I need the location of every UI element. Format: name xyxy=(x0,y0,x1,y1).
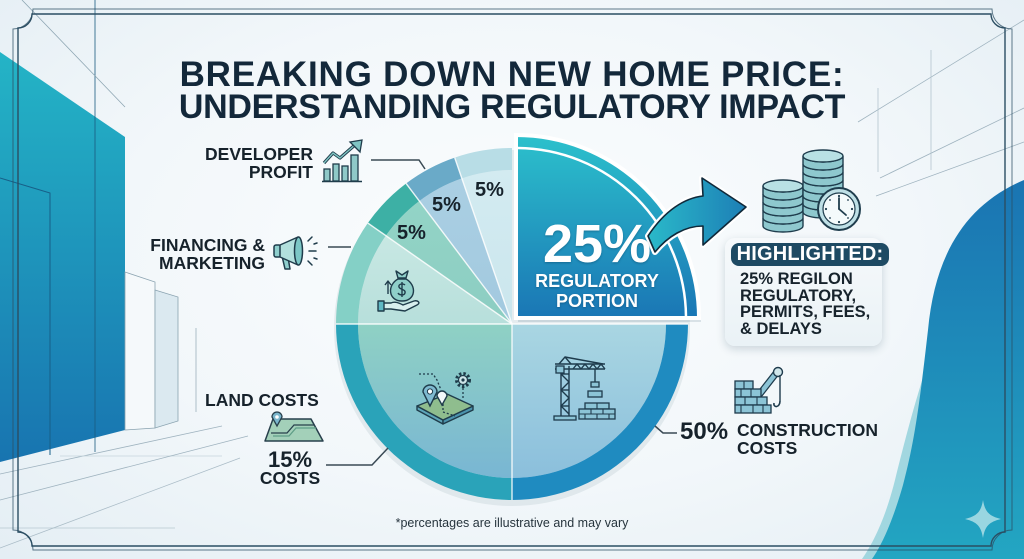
footnote: *percentages are illustrative and may va… xyxy=(395,516,629,530)
brick-wall-crane-icon xyxy=(734,366,784,414)
pie-slice-5-slice-4 xyxy=(385,201,512,324)
pie-divider xyxy=(405,183,513,325)
regulatory-percent: 25% xyxy=(542,214,652,274)
highlight-line-2: REGULATORY, xyxy=(740,286,857,305)
construction-costs-line-1: CONSTRUCTION xyxy=(737,420,878,440)
developer-profit-label: DEVELOPER PROFIT xyxy=(205,145,313,181)
left-building-decor xyxy=(0,0,249,549)
leader-line-land-costs xyxy=(326,447,389,466)
pie-slice-developer-profit-5 xyxy=(419,178,512,324)
regulatory-line-1: REGULATORY xyxy=(535,271,659,291)
construction-costs-percent: 50% xyxy=(680,418,729,445)
pie-slice-label-teal: 5% xyxy=(397,222,426,244)
decorative-frame xyxy=(12,8,1013,551)
curved-arrow-icon xyxy=(645,175,749,255)
highlight-line-1: 25% REGILON xyxy=(740,270,853,288)
megaphone-icon xyxy=(273,236,318,270)
financing-marketing-line-2: MARKETING xyxy=(159,253,265,273)
pie-divider xyxy=(454,157,513,325)
pie-ring-5-slice-6 xyxy=(454,148,512,179)
developer-profit-line-1: DEVELOPER xyxy=(205,144,313,164)
financing-marketing-label: FINANCING & MARKETING xyxy=(150,236,265,272)
map-icon xyxy=(264,411,324,442)
sparkle-icon xyxy=(965,500,1001,538)
pie-slice-label-developer-profit: 5% xyxy=(432,194,461,216)
highlight-line-3: PERMITS, FEES, xyxy=(740,303,871,322)
regulatory-portion-label: 25% REGULATORY PORTION xyxy=(497,217,697,311)
construction-costs-line-2: COSTS xyxy=(737,438,798,458)
right-wave-decor xyxy=(857,19,1024,559)
pie-ring-developer-profit-5 xyxy=(406,157,462,202)
pie-chart xyxy=(334,132,702,506)
page-title-line-1: BREAKING DOWN NEW HOME PRICE: xyxy=(179,55,845,94)
pie-ring-land-costs-2 xyxy=(336,324,512,500)
developer-profit-line-2: PROFIT xyxy=(248,162,313,182)
money-bag-hand-icon xyxy=(377,270,420,312)
pie-slice-regulatory-portion-highlighted xyxy=(514,132,702,320)
highlight-description: 25% REGILON REGULATORY, PERMITS, FEES, &… xyxy=(740,271,870,338)
coins-clock-icon xyxy=(762,149,861,233)
highlight-wedge-inner-arc xyxy=(517,146,688,317)
page-title-line-2: UNDERSTANDING REGULATORY IMPACT xyxy=(178,88,846,126)
leader-line-construction-costs xyxy=(654,425,677,434)
highlight-line-4: & DELAYS xyxy=(740,320,822,339)
chart-growth-icon xyxy=(322,139,363,183)
financing-marketing-line-1: FINANCING & xyxy=(150,235,265,255)
land-costs-percent: 15% xyxy=(267,447,313,472)
pie-divider xyxy=(367,222,513,325)
land-costs-title: LAND COSTS xyxy=(205,390,319,410)
pie-slice-label-top: 5% xyxy=(475,179,504,201)
pie-slice-construction-costs-1 xyxy=(512,324,666,478)
regulatory-line-2: PORTION xyxy=(555,291,638,311)
highlight-badge: HIGHLIGHTED: xyxy=(731,243,889,266)
construction-crane-icon xyxy=(553,356,616,421)
pie-ring-5-slice-4 xyxy=(367,183,420,236)
land-pin-map-icon xyxy=(416,372,474,425)
leader-line-developer-profit xyxy=(371,159,426,170)
land-costs-line-2: COSTS xyxy=(259,468,321,488)
pie-ring-construction-costs-1 xyxy=(512,324,688,500)
land-costs-value-block: 15% COSTS xyxy=(240,447,340,488)
pie-ring-financing-marketing-3 xyxy=(336,223,386,324)
construction-costs-label: CONSTRUCTION COSTS xyxy=(737,421,878,457)
leader-lines xyxy=(326,159,677,466)
